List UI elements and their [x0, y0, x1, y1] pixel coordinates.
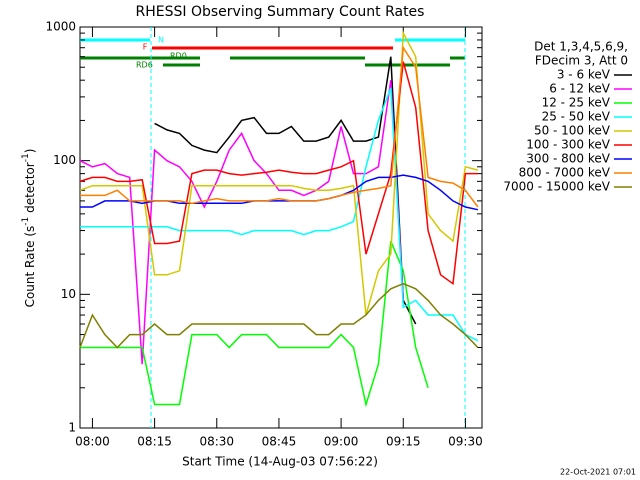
- legend-label: 3 - 6 keV: [557, 68, 611, 82]
- legend-label: 800 - 7000 keV: [519, 166, 611, 180]
- series-line: [79, 80, 405, 365]
- y-label-part: Count Rate (s: [23, 226, 37, 308]
- flag-bars: [80, 27, 466, 428]
- y-tick-label: 1000: [45, 20, 76, 34]
- x-axis-label: Start Time (14-Aug-03 07:56:22): [182, 455, 378, 469]
- y-label-sup: -1: [21, 217, 31, 226]
- legend-header: FDecim 3, Att 0: [535, 54, 628, 68]
- x-tick-label: 08:00: [75, 435, 110, 449]
- legend-label: 7000 - 15000 keV: [503, 180, 610, 194]
- y-tick-label: 100: [53, 153, 76, 167]
- y-tick-label: 10: [61, 287, 76, 301]
- x-tick-label: 08:30: [199, 435, 234, 449]
- y-label-part: ): [23, 149, 37, 154]
- series-line: [79, 30, 479, 316]
- x-tick-label: 08:45: [262, 435, 297, 449]
- y-tick-label: 1: [68, 421, 76, 435]
- y-label-sup: -1: [21, 153, 31, 162]
- legend-label: 6 - 12 keV: [549, 82, 611, 96]
- x-tick-label: 08:15: [137, 435, 172, 449]
- series-line: [80, 87, 479, 342]
- x-tick-label: 09:30: [448, 435, 483, 449]
- legend-label: 25 - 50 keV: [542, 110, 611, 124]
- legend-label: 50 - 100 keV: [534, 124, 611, 138]
- y-label-part: detector: [23, 162, 37, 217]
- series-line: [154, 56, 417, 325]
- x-tick-label: 09:15: [386, 435, 421, 449]
- x-tick-label: 09:00: [324, 435, 359, 449]
- footer: 22-Oct-2021 07:01: [560, 468, 636, 477]
- flag-label: RD0: [170, 52, 187, 61]
- series-line: [80, 174, 479, 211]
- flag-label: RD6: [136, 61, 153, 70]
- flag-label: F: [143, 43, 148, 52]
- legend-label: 300 - 800 keV: [526, 152, 610, 166]
- chart-title: RHESSI Observing Summary Count Rates: [136, 4, 425, 20]
- legend-label: 12 - 25 keV: [542, 96, 611, 110]
- flag-label: N: [158, 36, 164, 45]
- legend-label: 100 - 300 keV: [526, 138, 610, 152]
- series-line: [79, 282, 479, 349]
- series-line: [80, 45, 479, 208]
- y-axis-label: Count Rate (s-1 detector-1): [21, 149, 37, 308]
- legend-header: Det 1,3,4,5,6,9,: [534, 40, 628, 54]
- series-line: [80, 240, 429, 408]
